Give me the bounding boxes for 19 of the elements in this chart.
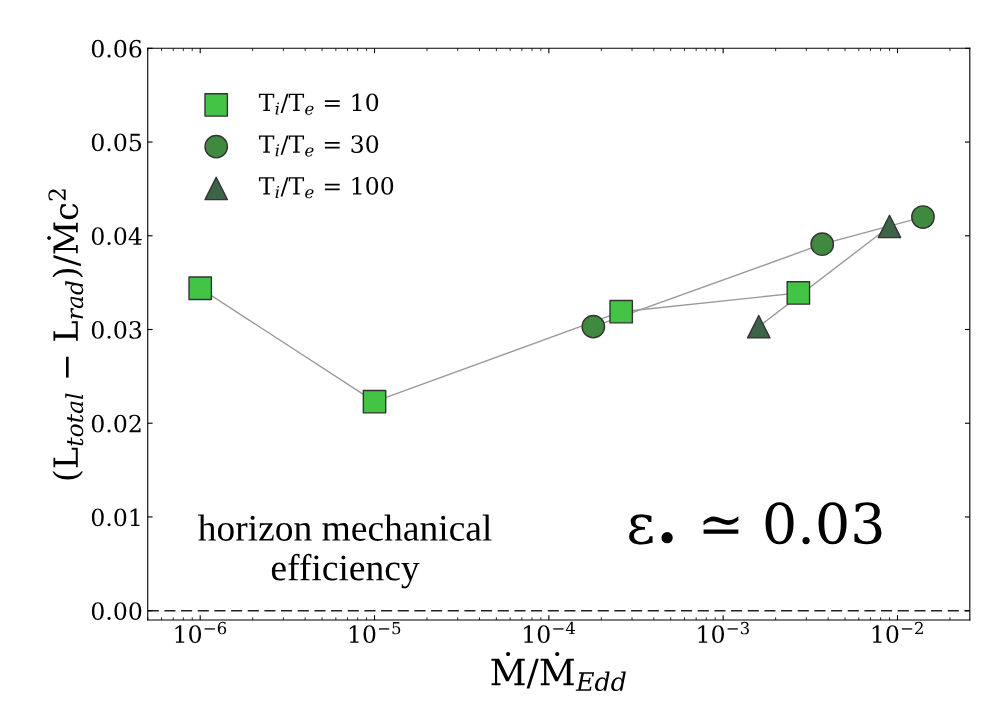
x-tick-label: 10$^{−6}$ [175,621,227,644]
annotation: horizon mechanical efficiency [198,514,492,589]
y-tick-label: 0.02 [91,414,141,433]
x-tick-label: 10$^{−2}$ [872,621,923,644]
legend-label: T$_{i}$/T$_{e}$ = 100 [258,176,394,199]
y-tick-label: 0.00 [91,602,142,620]
y-axis-title: (L$_{total}$ − L$_{rad}$)/Ṁc$^{2}$ [47,189,84,480]
y-tick-label: 0.03 [91,320,142,339]
x-tick-label: 10$^{−3}$ [698,621,749,644]
y-tick-label: 0.05 [91,133,142,152]
x-tick-label: 10$^{−4}$ [524,621,576,644]
y-tick-label: 0.01 [91,508,140,527]
y-tick-label: 0.04 [91,227,142,246]
x-tick-label: 10$^{−5}$ [349,622,401,644]
y-tick-label: 0.06 [91,39,142,58]
x-axis-title: Ṁ/Ṁ$_{Edd}$ [491,651,626,692]
legend-label: T$_{i}$/T$_{e}$ = 10 [258,93,379,115]
legend-label: T$_{i}$/T$_{e}$ = 30 [258,135,379,157]
annotation: ε$_{•}$ ≃ 0.03 [629,502,882,545]
